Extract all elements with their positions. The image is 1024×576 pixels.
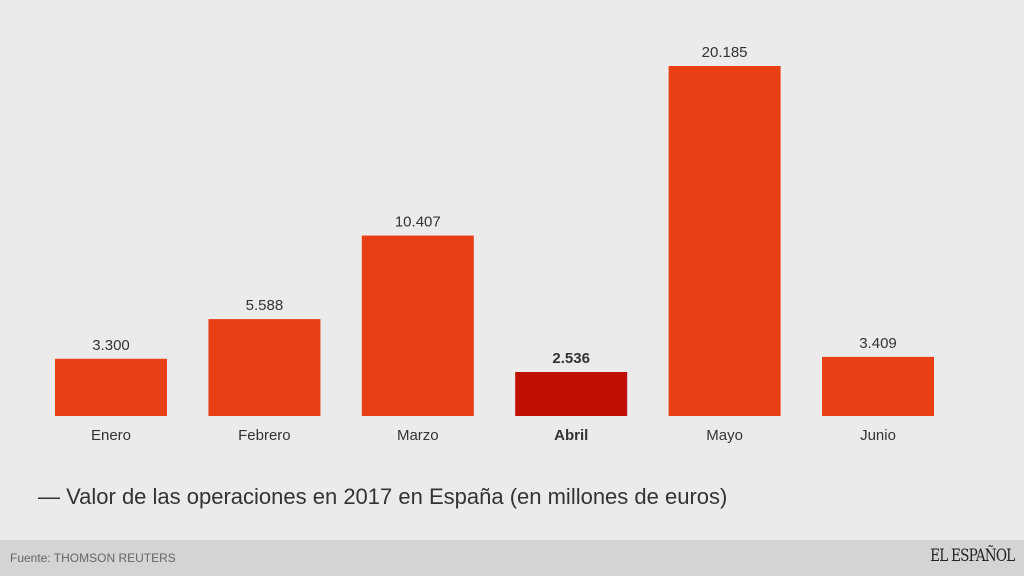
bar-febrero bbox=[208, 319, 321, 416]
data-label: 3.300 bbox=[92, 337, 130, 354]
data-label: 20.185 bbox=[702, 44, 748, 61]
x-tick-label: Enero bbox=[91, 427, 131, 444]
data-label: 10.407 bbox=[395, 214, 441, 231]
bar-abril bbox=[515, 372, 628, 416]
bar-mayo bbox=[668, 66, 781, 416]
data-label: 5.588 bbox=[246, 297, 284, 314]
x-tick-label: Abril bbox=[554, 427, 588, 444]
bar-junio bbox=[822, 356, 934, 416]
x-tick-label: Junio bbox=[860, 427, 896, 444]
bar-enero bbox=[55, 358, 167, 416]
x-tick-label: Marzo bbox=[397, 427, 439, 444]
data-label: 2.536 bbox=[552, 350, 590, 367]
bar-chart: 3.300 Enero 5.588 Febrero 10.407 Marzo 2.536 Ab… bbox=[55, 44, 934, 444]
bar-marzo bbox=[361, 235, 474, 416]
footer: Fuente: THOMSON REUTERS EL ESPAÑOL bbox=[0, 540, 1024, 576]
source-text: Fuente: THOMSON REUTERS bbox=[10, 551, 176, 565]
x-tick-label: Mayo bbox=[706, 427, 743, 444]
data-label: 3.409 bbox=[859, 335, 897, 352]
el-espanol-logo: EL ESPAÑOL bbox=[929, 546, 1015, 566]
x-tick-label: Febrero bbox=[238, 427, 291, 444]
legend-text: — Valor de las operaciones en 2017 en Es… bbox=[38, 484, 728, 509]
